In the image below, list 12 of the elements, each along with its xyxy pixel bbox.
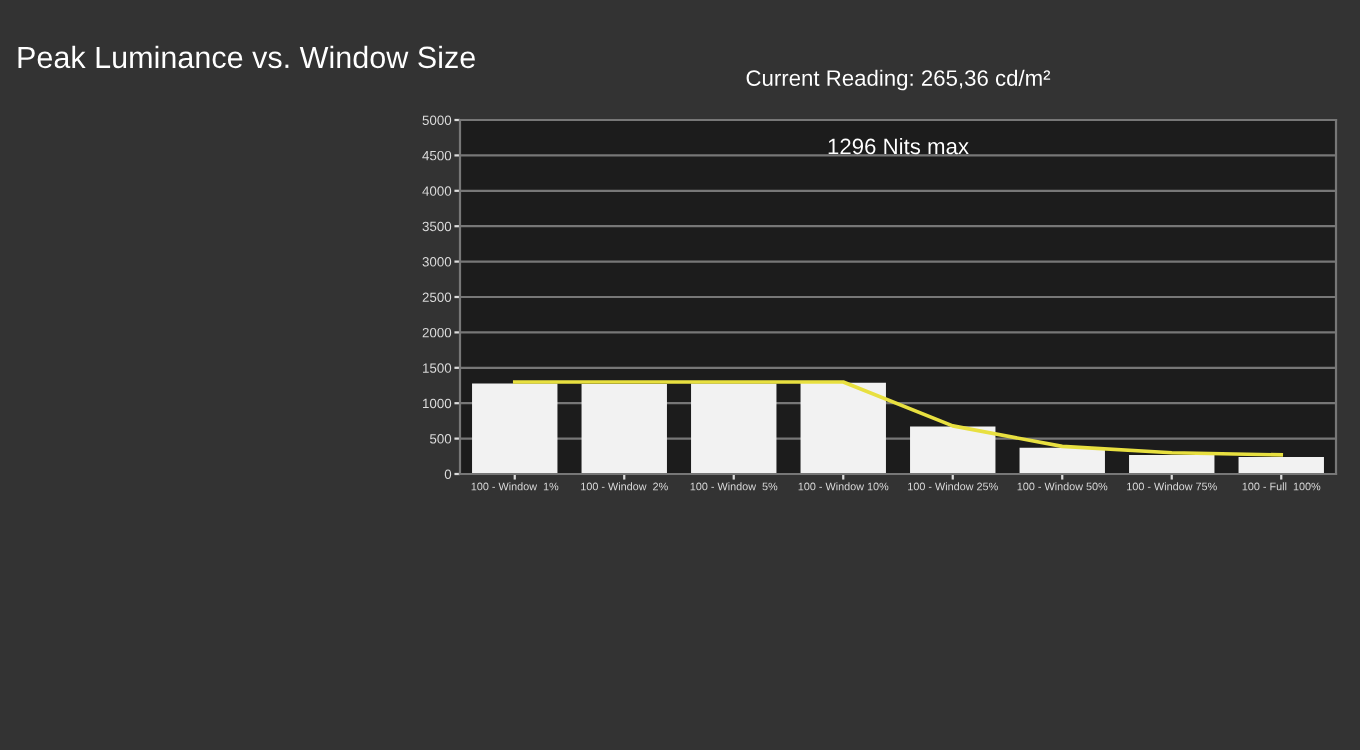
annotation: 1296 Nits max bbox=[828, 137, 969, 155]
chart-subtitle: Current Reading: 265,36 cd/m² bbox=[746, 69, 1051, 91]
bar bbox=[800, 382, 886, 474]
bar bbox=[1129, 454, 1215, 474]
bar bbox=[581, 384, 667, 474]
bar bbox=[472, 383, 558, 474]
bar bbox=[691, 383, 777, 474]
bar bbox=[1238, 457, 1324, 474]
line-series bbox=[512, 380, 1284, 457]
bar bbox=[1019, 447, 1105, 474]
bar bbox=[910, 426, 996, 474]
chart-title: Peak Luminance vs. Window Size bbox=[18, 45, 475, 69]
